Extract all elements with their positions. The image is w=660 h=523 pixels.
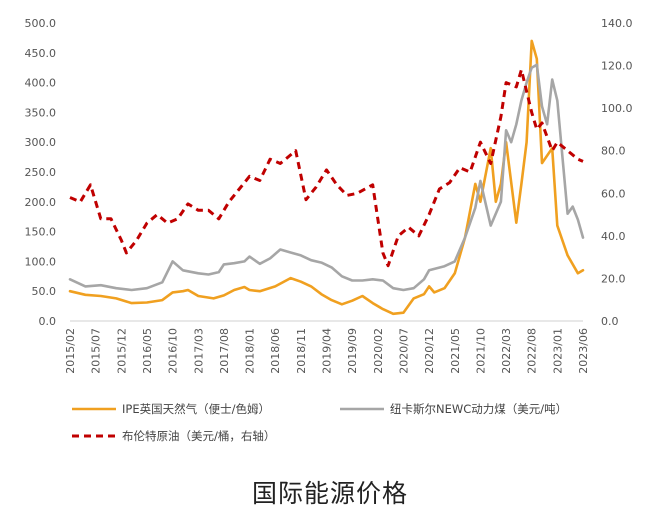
right-tick-label: 120.0 — [601, 60, 633, 73]
left-tick-label: 400.0 — [25, 77, 57, 90]
x-tick-label: 2023/06 — [577, 328, 590, 374]
x-tick-label: 2018/01 — [244, 328, 257, 374]
x-tick-label: 2016/10 — [167, 328, 180, 374]
x-tick-label: 2021/10 — [474, 328, 487, 374]
x-tick-label: 2020/02 — [372, 328, 385, 374]
left-tick-label: 350.0 — [25, 106, 57, 119]
x-tick-label: 2022/03 — [500, 328, 513, 374]
x-tick-label: 2017/08 — [218, 328, 231, 374]
legend-label-0: IPE英国天然气（便士/色姆） — [122, 402, 270, 416]
x-tick-label: 2021/05 — [449, 328, 462, 374]
left-tick-label: 0.0 — [39, 315, 57, 328]
right-tick-label: 40.0 — [601, 230, 626, 243]
series-line-0 — [68, 39, 585, 316]
left-y-axis: 0.0 50.0 100.0 150.0 200.0 250.0 300.0 350.0 400… — [25, 17, 57, 328]
legend: IPE英国天然气（便士/色姆） 纽卡斯尔NEWC动力煤（美元/吨） 布伦特原油（美元… — [72, 402, 567, 443]
x-tick-label: 2015/02 — [64, 328, 77, 374]
series-line-2 — [69, 68, 584, 268]
series-layer — [68, 39, 585, 316]
x-axis: 2015/02 2015/07 2015/12 2016/05 2016/10 2017/… — [64, 320, 590, 374]
left-tick-label: 100.0 — [25, 255, 57, 268]
x-tick-label: 2017/03 — [192, 328, 205, 374]
x-tick-label: 2019/09 — [346, 328, 359, 374]
left-tick-label: 150.0 — [25, 226, 57, 239]
right-tick-label: 60.0 — [601, 187, 626, 200]
x-tick-label: 2016/05 — [141, 328, 154, 374]
right-tick-label: 100.0 — [601, 102, 633, 115]
legend-label-1: 纽卡斯尔NEWC动力煤（美元/吨） — [390, 402, 567, 416]
left-tick-label: 200.0 — [25, 196, 57, 209]
series-line-1 — [68, 63, 585, 292]
x-tick-label: 2022/08 — [526, 328, 539, 374]
legend-label-2: 布伦特原油（美元/桶，右轴） — [122, 429, 275, 443]
x-tick-label: 2020/12 — [423, 328, 436, 374]
right-tick-label: 140.0 — [601, 17, 633, 30]
right-y-axis: 0.0 20.0 40.0 60.0 80.0 100.0 120.0 140.0 — [601, 17, 633, 328]
x-tick-label: 2020/07 — [397, 328, 410, 374]
right-tick-label: 80.0 — [601, 145, 626, 158]
left-tick-label: 300.0 — [25, 136, 57, 149]
left-tick-label: 500.0 — [25, 17, 57, 30]
x-tick-label: 2018/11 — [295, 328, 308, 374]
left-tick-label: 450.0 — [25, 47, 57, 60]
right-tick-label: 0.0 — [601, 315, 619, 328]
right-tick-label: 20.0 — [601, 272, 626, 285]
chart-caption: 国际能源价格 — [251, 479, 408, 508]
left-tick-label: 250.0 — [25, 166, 57, 179]
x-tick-label: 2019/04 — [321, 328, 334, 374]
x-tick-label: 2023/01 — [551, 328, 564, 374]
x-tick-label: 2015/12 — [115, 328, 128, 374]
x-tick-label: 2018/06 — [269, 328, 282, 374]
left-tick-label: 50.0 — [32, 285, 57, 298]
x-tick-label: 2015/07 — [90, 328, 103, 374]
